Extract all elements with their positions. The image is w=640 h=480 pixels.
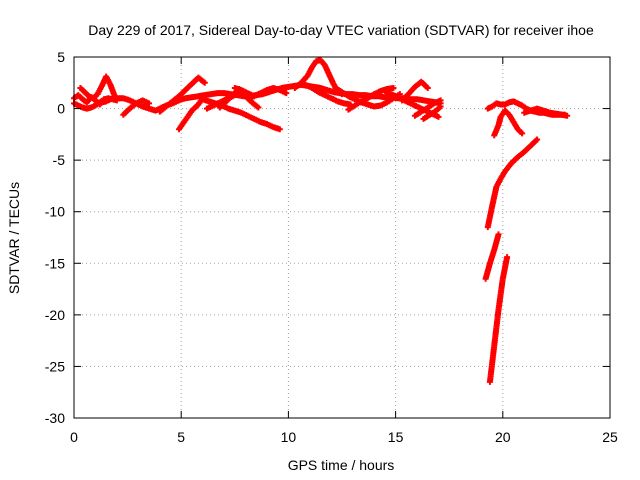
x-tick-label: 10	[281, 429, 297, 445]
y-tick-label: 5	[57, 49, 65, 65]
series-3	[120, 97, 153, 118]
data-point	[201, 79, 208, 86]
series-22	[482, 231, 502, 282]
series-20	[521, 105, 571, 119]
x-tick-label: 25	[602, 429, 618, 445]
data-point	[111, 93, 118, 100]
y-tick-label: 0	[57, 101, 65, 117]
x-tick-label: 15	[388, 429, 404, 445]
data-point	[564, 112, 571, 119]
series-16	[411, 97, 444, 119]
series-17	[420, 103, 444, 122]
series-13	[345, 84, 397, 113]
ticks: 0 5 10 15 20 25 5 0 -5 -10 -15 -20 -25 -30	[45, 49, 618, 445]
data-point	[534, 136, 541, 143]
data-point	[437, 97, 444, 104]
x-tick-label: 5	[177, 429, 185, 445]
series-15	[399, 78, 431, 104]
data-points	[71, 57, 571, 385]
data-point	[276, 126, 283, 133]
chart-title: Day 229 of 2017, Sidereal Day-to-day VTE…	[88, 22, 594, 38]
series-4	[156, 74, 208, 115]
x-axis-label: GPS time / hours	[288, 457, 395, 473]
data-point	[519, 130, 526, 137]
y-tick-label: -30	[45, 410, 65, 426]
series-5	[176, 95, 206, 133]
series-9	[231, 84, 290, 100]
x-tick-label: 0	[70, 429, 78, 445]
series-6	[199, 96, 283, 133]
data-point	[113, 97, 120, 104]
data-point	[146, 100, 153, 107]
data-point	[283, 90, 290, 97]
data-point	[255, 104, 262, 111]
y-tick-label: -10	[45, 204, 65, 220]
data-point	[390, 84, 397, 91]
data-point	[495, 231, 502, 238]
y-tick-label: -5	[53, 152, 66, 168]
series-2	[77, 73, 118, 102]
series-21	[484, 136, 541, 231]
y-axis-label: SDTVAR / TECUs	[6, 182, 22, 294]
data-point	[504, 254, 511, 261]
series-19	[491, 107, 526, 139]
data-point	[437, 103, 444, 110]
y-tick-label: -15	[45, 255, 65, 271]
data-point	[424, 84, 431, 91]
data-point	[435, 113, 442, 120]
y-tick-label: -20	[45, 307, 65, 323]
plot-frame	[73, 56, 611, 419]
series-23	[486, 254, 511, 385]
y-tick-label: -25	[45, 358, 65, 374]
x-tick-label: 20	[495, 429, 511, 445]
